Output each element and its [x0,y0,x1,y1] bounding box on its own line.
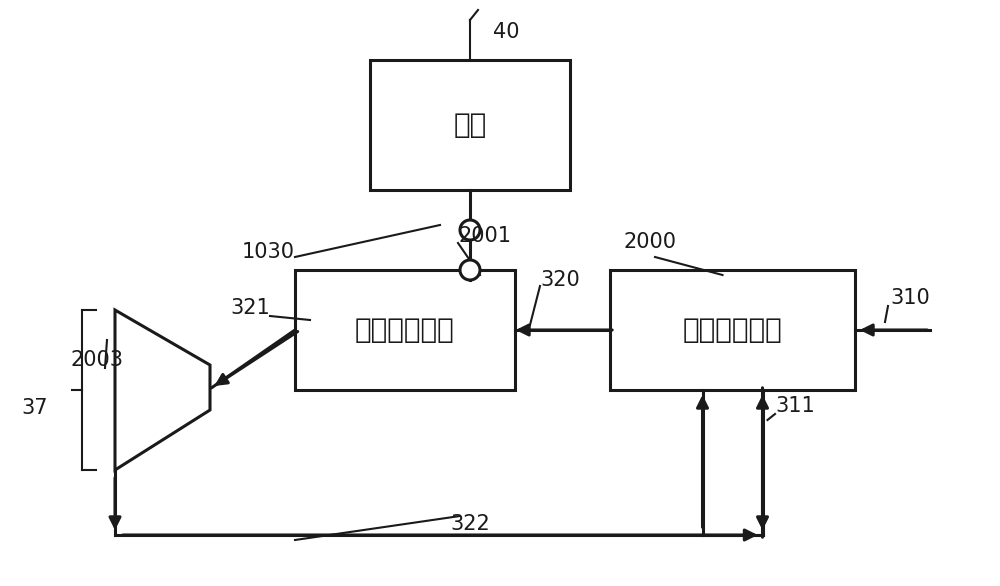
Text: 321: 321 [230,298,270,318]
Circle shape [460,220,480,240]
Text: 热源: 热源 [453,111,487,139]
Polygon shape [115,310,210,470]
Text: 1030: 1030 [242,242,295,262]
Bar [610,270,855,390]
Text: 2003: 2003 [70,350,123,370]
Text: 311: 311 [775,396,815,416]
Text: 内部热交换器: 内部热交换器 [683,316,782,344]
Text: 40: 40 [493,22,520,42]
Text: 外部热交换器: 外部热交换器 [355,316,455,344]
Circle shape [460,260,480,280]
Text: 322: 322 [450,514,490,534]
Bar [295,270,515,390]
Text: 320: 320 [540,270,580,290]
Text: 310: 310 [890,288,930,308]
Text: 2001: 2001 [458,226,511,246]
Bar [370,60,570,190]
Text: 2000: 2000 [624,232,676,252]
Text: 37: 37 [22,398,48,418]
